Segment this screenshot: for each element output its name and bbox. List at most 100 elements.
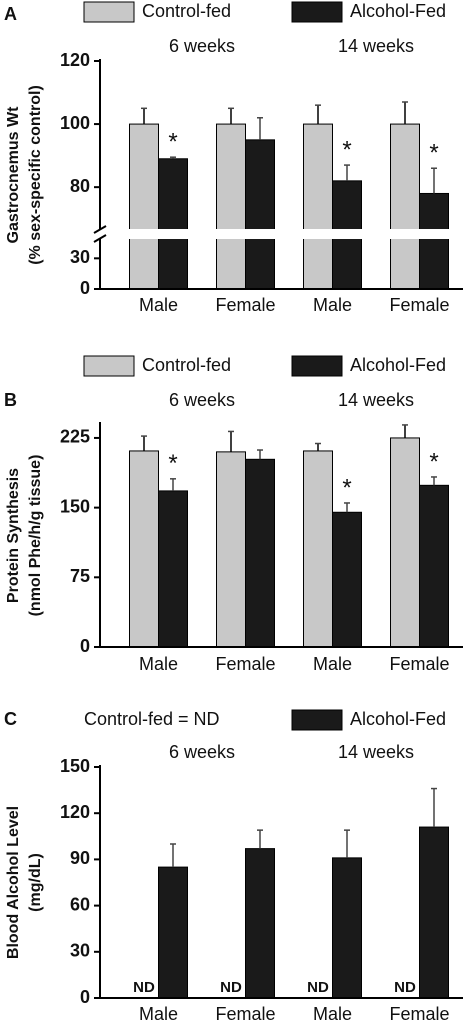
- x-tick-label: Male: [313, 295, 352, 315]
- value-label: ND: [394, 979, 416, 996]
- x-tick-label: Male: [139, 295, 178, 315]
- value-label: ND: [133, 979, 155, 996]
- bar: [419, 826, 449, 999]
- axis-break-mark: [93, 225, 107, 234]
- y-tick-label: 75: [70, 566, 90, 586]
- error-bar: [431, 167, 437, 194]
- y-axis-label: Blood Alcohol Level: [5, 806, 22, 959]
- error-bar: [141, 107, 147, 125]
- legend-label: Alcohol-Fed: [350, 1, 446, 21]
- value-label: ND: [307, 979, 329, 996]
- x-tick-label: Male: [313, 654, 352, 674]
- legend-swatch: [291, 1, 343, 23]
- y-tick-label: 30: [70, 247, 90, 267]
- y-tick-label: 150: [60, 756, 90, 776]
- bar: [216, 123, 246, 290]
- y-tick-label: 90: [70, 848, 90, 868]
- group-label: 14 weeks: [338, 742, 414, 762]
- error-bar: [402, 101, 408, 125]
- bar: [332, 857, 362, 999]
- error-bar: [344, 164, 350, 181]
- y-tick-label: 150: [60, 496, 90, 516]
- bar: [419, 192, 449, 290]
- group-label: 14 weeks: [338, 390, 414, 410]
- error-bar: [141, 435, 147, 451]
- x-tick-label: Male: [139, 1004, 178, 1024]
- y-tick-label: 80: [70, 176, 90, 196]
- panel-label: C: [4, 709, 17, 729]
- bar: [390, 123, 420, 290]
- error-bar: [170, 843, 176, 868]
- bar: [245, 139, 275, 290]
- bar: [158, 158, 188, 290]
- error-bar: [344, 502, 350, 513]
- y-tick-label: 120: [60, 802, 90, 822]
- group-label: 6 weeks: [169, 390, 235, 410]
- significance-marker: *: [429, 140, 438, 167]
- significance-marker: *: [168, 129, 177, 156]
- error-bar: [431, 787, 437, 828]
- legend-label: Alcohol-Fed: [350, 709, 446, 729]
- error-bar: [315, 104, 321, 125]
- x-tick-label: Male: [313, 1004, 352, 1024]
- y-axis-label: Protein Synthesis: [5, 468, 22, 603]
- bar: [303, 450, 333, 648]
- bar: [129, 450, 159, 648]
- bar: [245, 458, 275, 648]
- y-tick-label: 60: [70, 894, 90, 914]
- panel-label: B: [4, 390, 17, 410]
- error-bar: [257, 829, 263, 849]
- y-tick-label: 100: [60, 113, 90, 133]
- bar: [158, 866, 188, 999]
- significance-marker: *: [342, 474, 351, 501]
- legend-label: Control-fed: [142, 355, 231, 375]
- legend-label: Alcohol-Fed: [350, 355, 446, 375]
- error-bar: [344, 829, 350, 858]
- bar: [158, 490, 188, 648]
- y-axis-label: (mg/dL): [27, 853, 44, 912]
- group-label: 6 weeks: [169, 36, 235, 56]
- panel-label: A: [4, 4, 17, 24]
- y-tick-label: 225: [60, 427, 90, 447]
- bar: [419, 484, 449, 648]
- error-bar: [228, 107, 234, 125]
- x-tick-label: Female: [215, 1004, 275, 1024]
- legend-swatch: [291, 709, 343, 731]
- bar: [303, 123, 333, 290]
- x-tick-label: Female: [389, 654, 449, 674]
- legend-swatch: [83, 1, 135, 23]
- legend-swatch: [83, 355, 135, 377]
- legend-label: Control-fed: [142, 1, 231, 21]
- group-label: 14 weeks: [338, 36, 414, 56]
- value-label: ND: [220, 979, 242, 996]
- bar: [332, 511, 362, 648]
- error-bar: [170, 478, 176, 491]
- y-tick-label: 0: [80, 278, 90, 298]
- y-axis-label: (% sex-specific control): [27, 85, 44, 265]
- y-tick-label: 0: [80, 636, 90, 656]
- x-tick-label: Female: [389, 295, 449, 315]
- legend-label: Control-fed = ND: [84, 709, 220, 729]
- bar: [390, 437, 420, 648]
- error-bar: [228, 430, 234, 452]
- y-tick-label: 120: [60, 50, 90, 70]
- x-tick-label: Male: [139, 654, 178, 674]
- error-bar: [402, 424, 408, 438]
- significance-marker: *: [168, 450, 177, 477]
- axis-break-mark: [93, 234, 107, 243]
- error-bar: [431, 476, 437, 486]
- group-label: 6 weeks: [169, 742, 235, 762]
- bar: [129, 123, 159, 290]
- error-bar: [315, 442, 321, 451]
- bar: [216, 451, 246, 648]
- x-tick-label: Female: [215, 295, 275, 315]
- error-bar: [257, 117, 263, 140]
- error-bar: [257, 449, 263, 460]
- y-tick-label: 0: [80, 987, 90, 1007]
- bar: [245, 848, 275, 999]
- y-axis-label: (nmol Phe/h/g tissue): [27, 455, 44, 617]
- legend-swatch: [291, 355, 343, 377]
- error-bar: [170, 156, 176, 159]
